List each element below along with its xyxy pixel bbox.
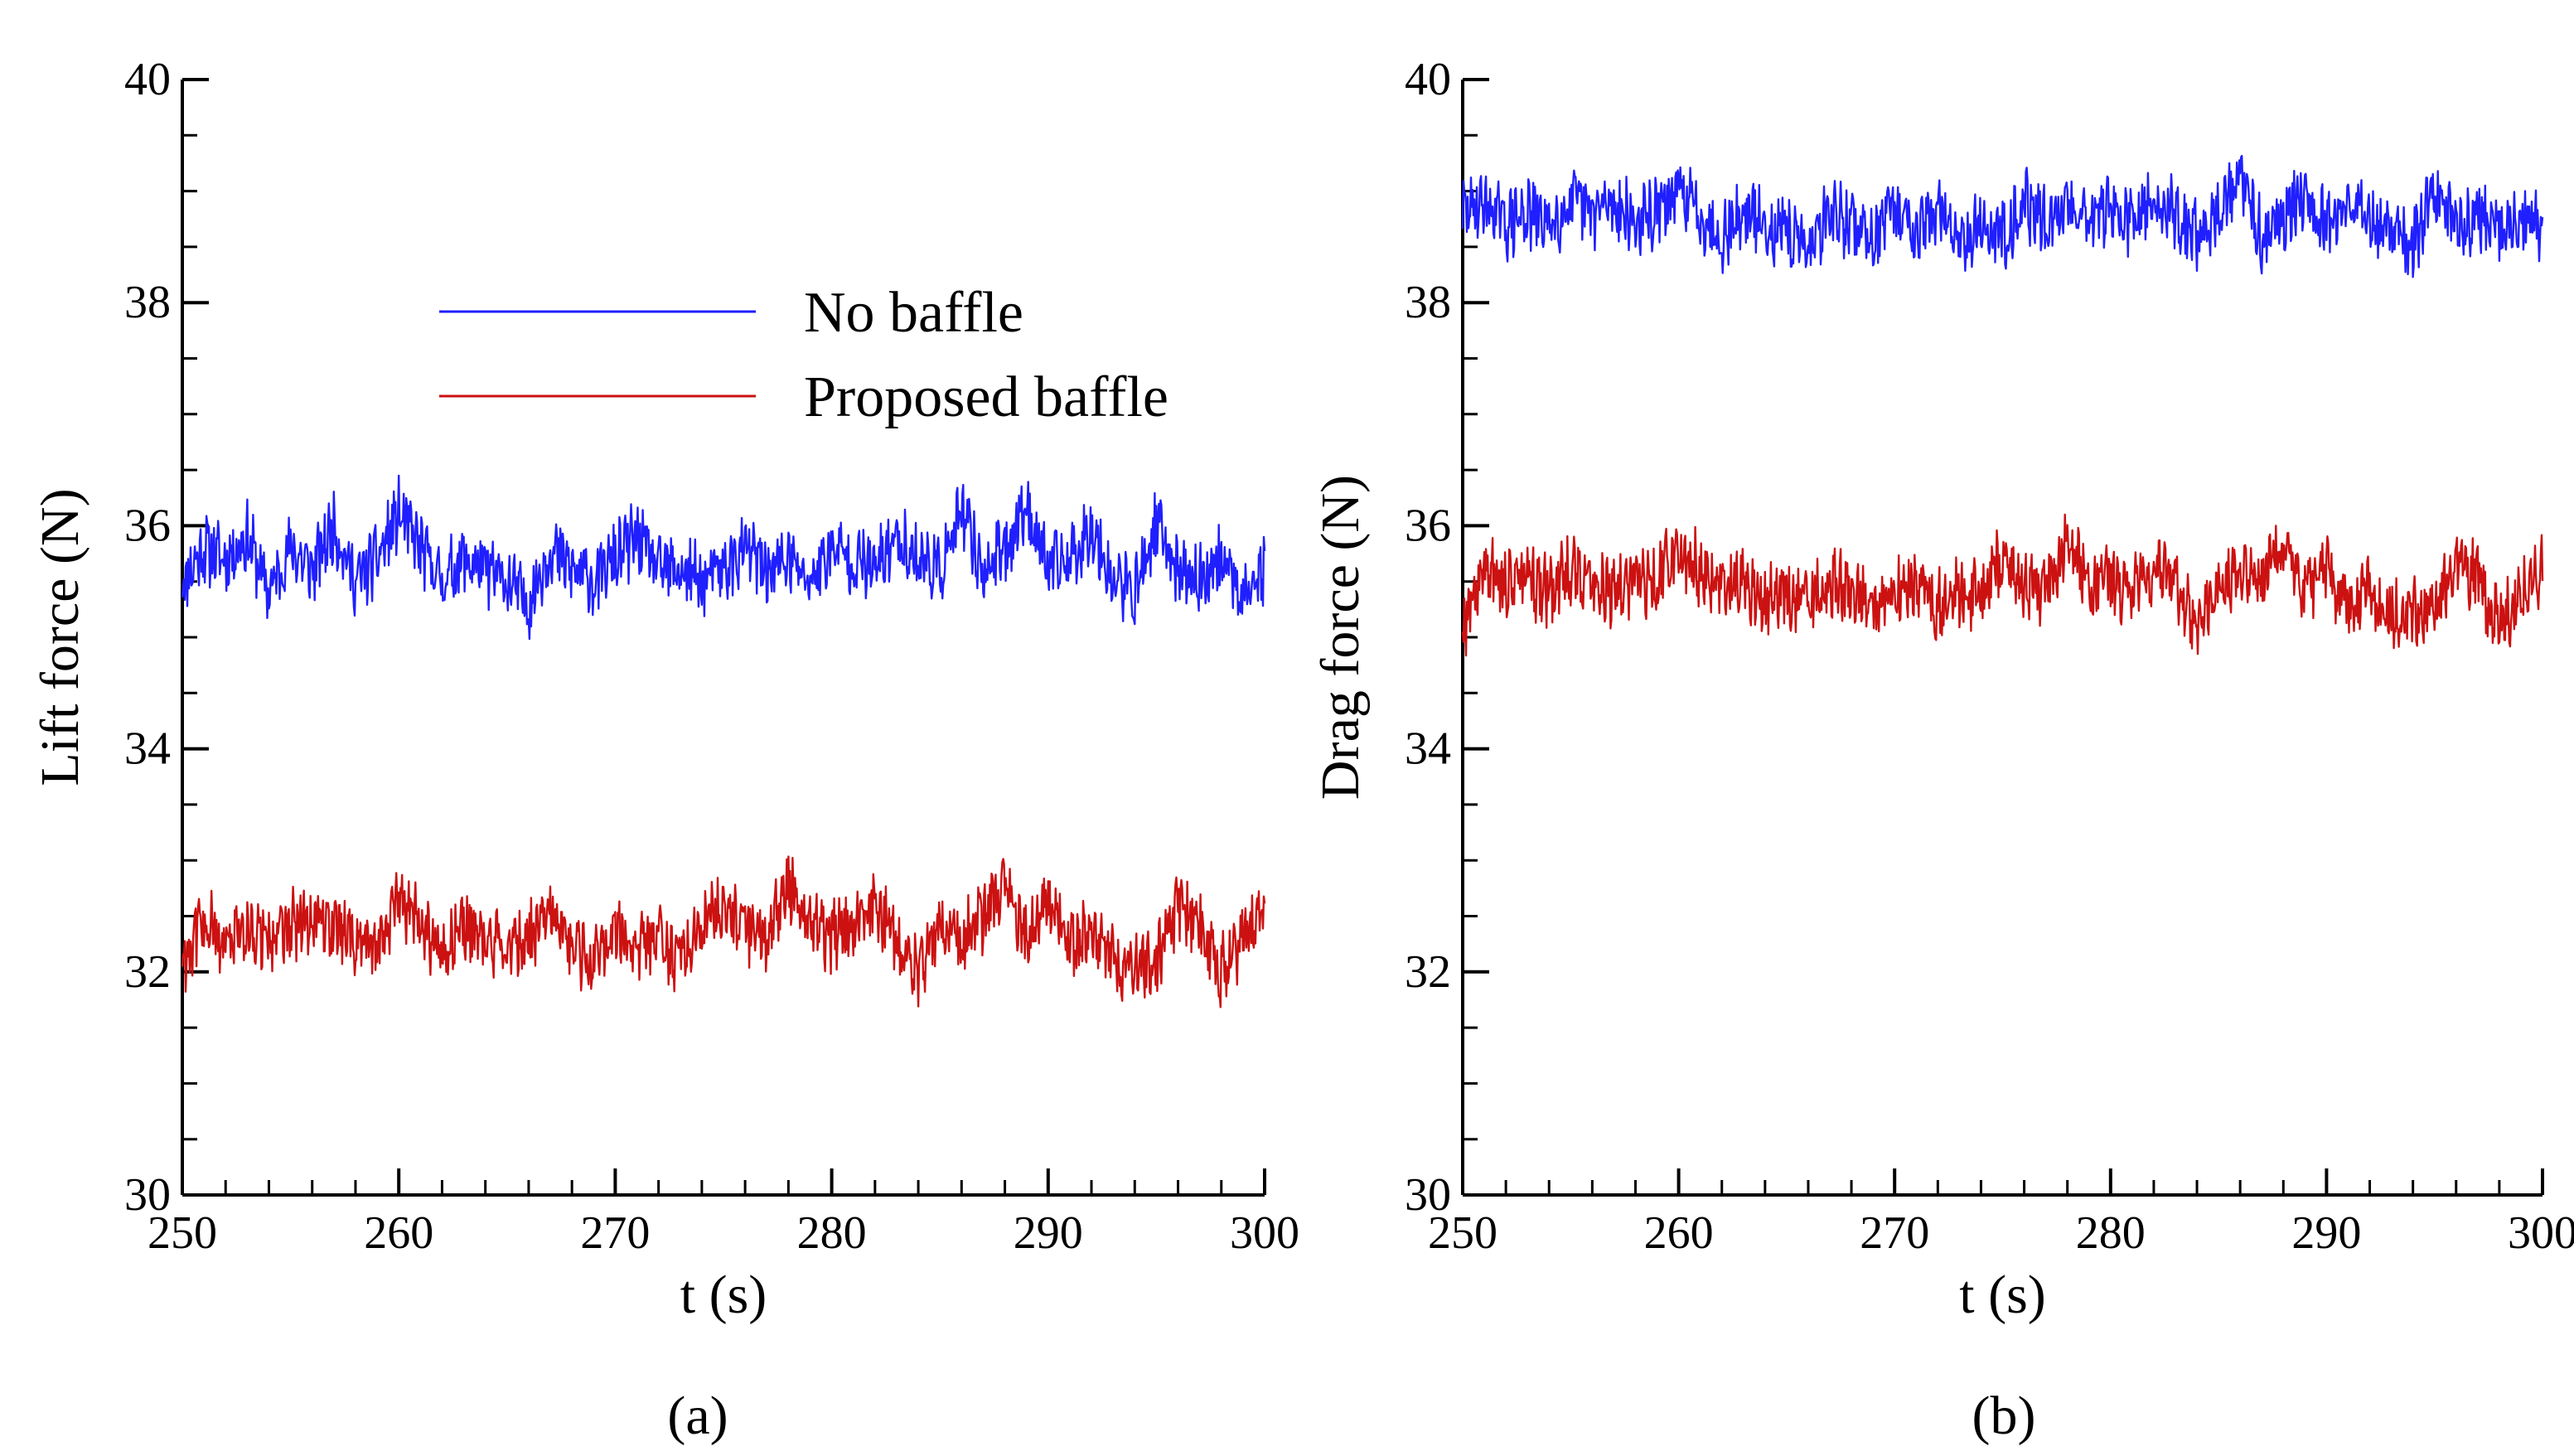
x-axis-title: t (s) xyxy=(680,1265,767,1325)
y-axis-title: Drag force (N) xyxy=(1310,475,1371,800)
y-tick-label: 36 xyxy=(1405,500,1451,551)
x-tick-label: 280 xyxy=(797,1207,867,1259)
y-tick-label: 30 xyxy=(1405,1169,1451,1221)
legend-label-proposed-baffle: Proposed baffle xyxy=(804,365,1168,429)
panel-a-lift-force: (a) 250 260 270 280 290 300 30 32 34 36 38 40 t (s) L… xyxy=(30,54,1299,1446)
x-tick-label: 290 xyxy=(2291,1207,2361,1259)
x-tick-label: 270 xyxy=(580,1207,650,1259)
panel-a-caption: (a) xyxy=(667,1386,728,1446)
y-tick-label: 30 xyxy=(124,1169,171,1221)
x-tick-label: 260 xyxy=(364,1207,433,1259)
x-tick-label: 250 xyxy=(1428,1207,1497,1259)
x-tick-label: 260 xyxy=(1644,1207,1714,1259)
y-tick-label: 40 xyxy=(124,54,171,105)
x-tick-label: 300 xyxy=(1230,1207,1299,1259)
series-line-no-baffle xyxy=(1461,154,2544,278)
y-tick-label: 38 xyxy=(1405,277,1451,328)
series-line-proposed-baffle xyxy=(181,855,1266,1009)
y-tick-label: 32 xyxy=(124,946,171,998)
x-tick-label: 280 xyxy=(2076,1207,2146,1259)
y-axis-title: Lift force (N) xyxy=(30,488,90,786)
x-tick-label: 270 xyxy=(1860,1207,1929,1259)
y-tick-label: 32 xyxy=(1405,946,1451,998)
panel-b-drag-force: (b) 250 260 270 280 290 300 30 32 34 36 38 40 t (s) D… xyxy=(1310,54,2574,1446)
x-tick-label: 290 xyxy=(1014,1207,1083,1259)
panel-b-caption: (b) xyxy=(1972,1386,2036,1446)
y-tick-label: 38 xyxy=(124,277,171,328)
y-tick-label: 34 xyxy=(124,723,171,775)
y-tick-label: 34 xyxy=(1405,723,1451,775)
x-tick-label: 300 xyxy=(2508,1207,2574,1259)
series-line-proposed-baffle xyxy=(1461,513,2544,657)
y-tick-label: 40 xyxy=(1405,54,1451,105)
x-tick-label: 250 xyxy=(148,1207,217,1259)
y-tick-label: 36 xyxy=(124,500,171,551)
x-axis-title: t (s) xyxy=(1959,1265,2045,1325)
series-line-no-baffle xyxy=(181,474,1266,641)
legend-label-no-baffle: No baffle xyxy=(804,281,1023,345)
